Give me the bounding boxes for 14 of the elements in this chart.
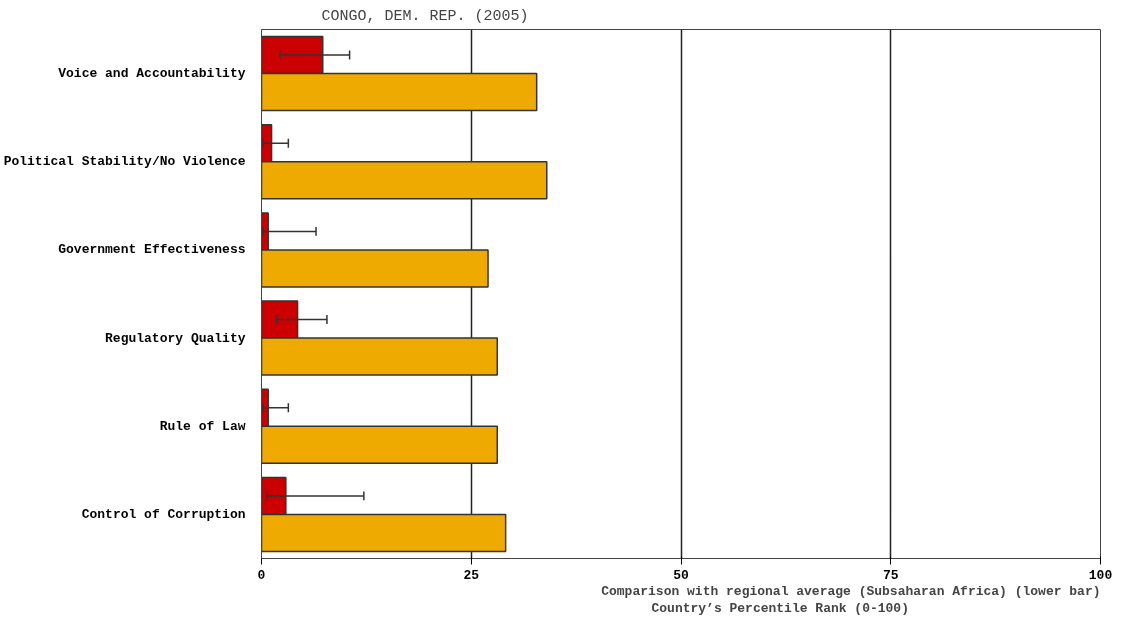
- x-tick-label: 0: [257, 567, 266, 583]
- y-tick-label: Rule of Law: [159, 418, 246, 434]
- chart-title: CONGO, DEM. REP. (2005): [321, 7, 529, 25]
- x-tick-label: 75: [882, 567, 899, 583]
- y-tick-label: Government Effectiveness: [58, 242, 246, 258]
- x-tick-label: 25: [463, 567, 480, 583]
- y-tick-label: Control of Corruption: [81, 506, 246, 522]
- text: Comparison with regional average (Subsaharan Africa) (lower bar): [601, 583, 1101, 599]
- y-tick-label: Voice and Accountability: [58, 66, 246, 82]
- y-tick-label: Regulatory Quality: [105, 330, 246, 346]
- x-axis-title: Country’s Percentile Rank (0-100): [651, 600, 909, 616]
- y-tick-label: Political Stability/No Violence: [3, 154, 246, 170]
- x-tick-label: 50: [673, 567, 689, 583]
- x-tick-label: 100: [1088, 567, 1113, 583]
